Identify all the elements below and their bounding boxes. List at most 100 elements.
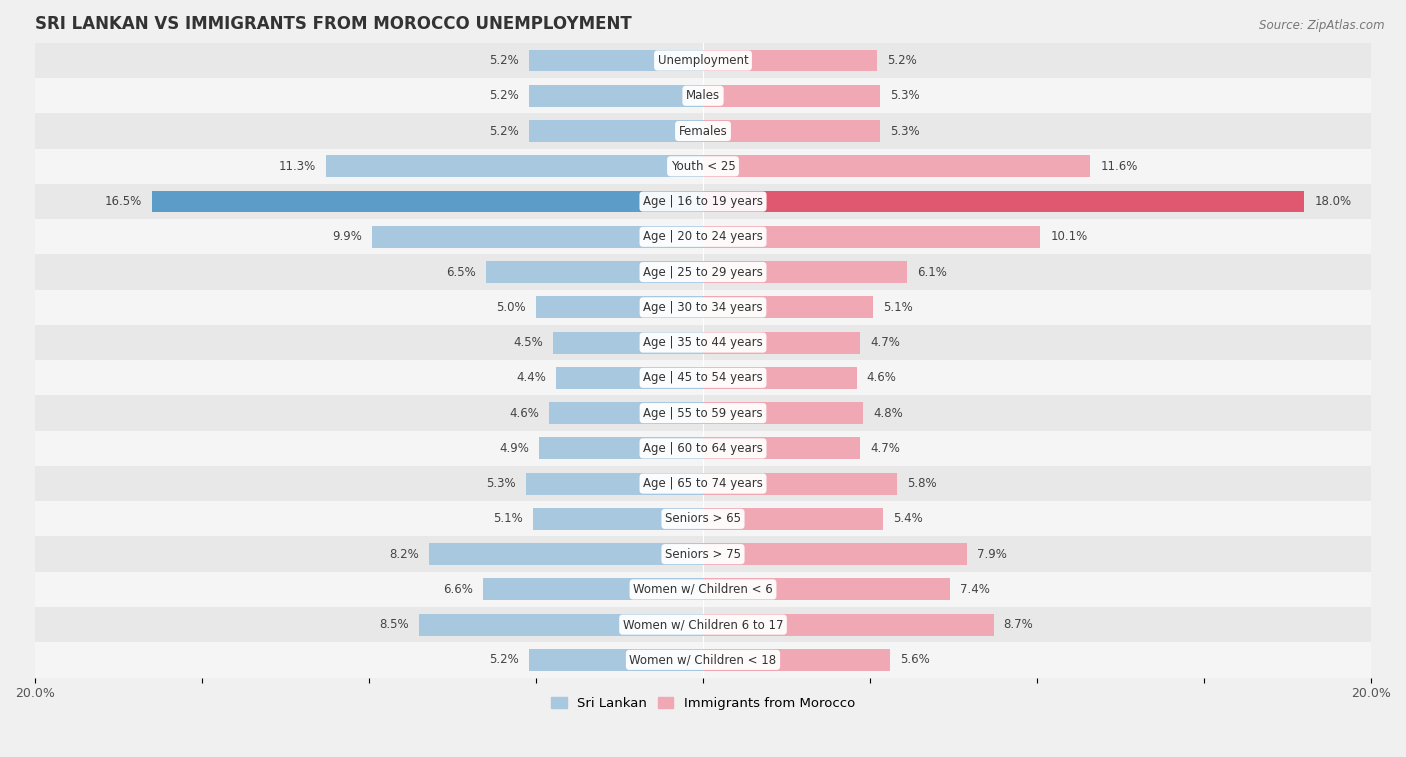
Bar: [703, 155, 1091, 177]
Text: Youth < 25: Youth < 25: [671, 160, 735, 173]
Bar: [703, 438, 860, 459]
Bar: [35, 501, 1371, 537]
Bar: [529, 649, 703, 671]
Bar: [703, 297, 873, 318]
Text: 5.6%: 5.6%: [900, 653, 929, 666]
Text: 5.0%: 5.0%: [496, 301, 526, 314]
Text: Age | 25 to 29 years: Age | 25 to 29 years: [643, 266, 763, 279]
Bar: [703, 578, 950, 600]
Bar: [35, 395, 1371, 431]
Bar: [482, 578, 703, 600]
Text: 5.1%: 5.1%: [883, 301, 912, 314]
Bar: [486, 261, 703, 283]
Text: Age | 30 to 34 years: Age | 30 to 34 years: [643, 301, 763, 314]
Bar: [35, 114, 1371, 148]
Bar: [529, 50, 703, 71]
Bar: [35, 431, 1371, 466]
Text: 4.5%: 4.5%: [513, 336, 543, 349]
Bar: [550, 402, 703, 424]
Bar: [703, 472, 897, 494]
Text: 4.9%: 4.9%: [499, 442, 529, 455]
Text: 10.1%: 10.1%: [1050, 230, 1088, 243]
Text: Males: Males: [686, 89, 720, 102]
Bar: [35, 537, 1371, 572]
Text: 5.2%: 5.2%: [489, 89, 519, 102]
Text: Age | 45 to 54 years: Age | 45 to 54 years: [643, 372, 763, 385]
Bar: [529, 85, 703, 107]
Bar: [35, 642, 1371, 678]
Text: 5.4%: 5.4%: [893, 512, 924, 525]
Text: Age | 65 to 74 years: Age | 65 to 74 years: [643, 477, 763, 490]
Text: Seniors > 75: Seniors > 75: [665, 547, 741, 561]
Text: 18.0%: 18.0%: [1315, 195, 1351, 208]
Bar: [703, 367, 856, 389]
Text: 5.8%: 5.8%: [907, 477, 936, 490]
Bar: [35, 43, 1371, 78]
Bar: [419, 614, 703, 636]
Bar: [35, 220, 1371, 254]
Text: Seniors > 65: Seniors > 65: [665, 512, 741, 525]
Text: 8.2%: 8.2%: [389, 547, 419, 561]
Bar: [703, 120, 880, 142]
Bar: [326, 155, 703, 177]
Bar: [703, 332, 860, 354]
Bar: [703, 508, 883, 530]
Text: 6.1%: 6.1%: [917, 266, 946, 279]
Text: 5.2%: 5.2%: [887, 54, 917, 67]
Bar: [540, 438, 703, 459]
Text: 4.7%: 4.7%: [870, 336, 900, 349]
Text: 5.3%: 5.3%: [486, 477, 516, 490]
Text: 5.3%: 5.3%: [890, 125, 920, 138]
Bar: [35, 290, 1371, 325]
Bar: [35, 607, 1371, 642]
Text: Unemployment: Unemployment: [658, 54, 748, 67]
Bar: [703, 402, 863, 424]
Bar: [429, 544, 703, 565]
Text: 5.3%: 5.3%: [890, 89, 920, 102]
Bar: [35, 572, 1371, 607]
Bar: [152, 191, 703, 213]
Bar: [529, 120, 703, 142]
Bar: [553, 332, 703, 354]
Text: Women w/ Children 6 to 17: Women w/ Children 6 to 17: [623, 618, 783, 631]
Text: Women w/ Children < 18: Women w/ Children < 18: [630, 653, 776, 666]
Text: 4.4%: 4.4%: [516, 372, 546, 385]
Bar: [35, 254, 1371, 290]
Bar: [35, 148, 1371, 184]
Text: Females: Females: [679, 125, 727, 138]
Text: 4.6%: 4.6%: [866, 372, 897, 385]
Text: 8.7%: 8.7%: [1004, 618, 1033, 631]
Text: 5.1%: 5.1%: [494, 512, 523, 525]
Bar: [703, 226, 1040, 248]
Text: 4.7%: 4.7%: [870, 442, 900, 455]
Bar: [35, 78, 1371, 114]
Text: Age | 60 to 64 years: Age | 60 to 64 years: [643, 442, 763, 455]
Legend: Sri Lankan, Immigrants from Morocco: Sri Lankan, Immigrants from Morocco: [546, 691, 860, 715]
Bar: [703, 261, 907, 283]
Bar: [533, 508, 703, 530]
Bar: [703, 50, 877, 71]
Text: Age | 35 to 44 years: Age | 35 to 44 years: [643, 336, 763, 349]
Bar: [536, 297, 703, 318]
Bar: [373, 226, 703, 248]
Text: 6.5%: 6.5%: [446, 266, 475, 279]
Text: 5.2%: 5.2%: [489, 54, 519, 67]
Text: 4.8%: 4.8%: [873, 407, 903, 419]
Text: 6.6%: 6.6%: [443, 583, 472, 596]
Bar: [35, 360, 1371, 395]
Text: 4.6%: 4.6%: [509, 407, 540, 419]
Text: Source: ZipAtlas.com: Source: ZipAtlas.com: [1260, 19, 1385, 32]
Text: 9.9%: 9.9%: [332, 230, 363, 243]
Bar: [703, 649, 890, 671]
Text: 8.5%: 8.5%: [380, 618, 409, 631]
Text: Age | 16 to 19 years: Age | 16 to 19 years: [643, 195, 763, 208]
Bar: [35, 325, 1371, 360]
Text: 16.5%: 16.5%: [104, 195, 142, 208]
Bar: [703, 191, 1305, 213]
Text: 7.9%: 7.9%: [977, 547, 1007, 561]
Text: Age | 20 to 24 years: Age | 20 to 24 years: [643, 230, 763, 243]
Bar: [35, 184, 1371, 220]
Text: 11.6%: 11.6%: [1101, 160, 1137, 173]
Bar: [703, 85, 880, 107]
Text: 5.2%: 5.2%: [489, 125, 519, 138]
